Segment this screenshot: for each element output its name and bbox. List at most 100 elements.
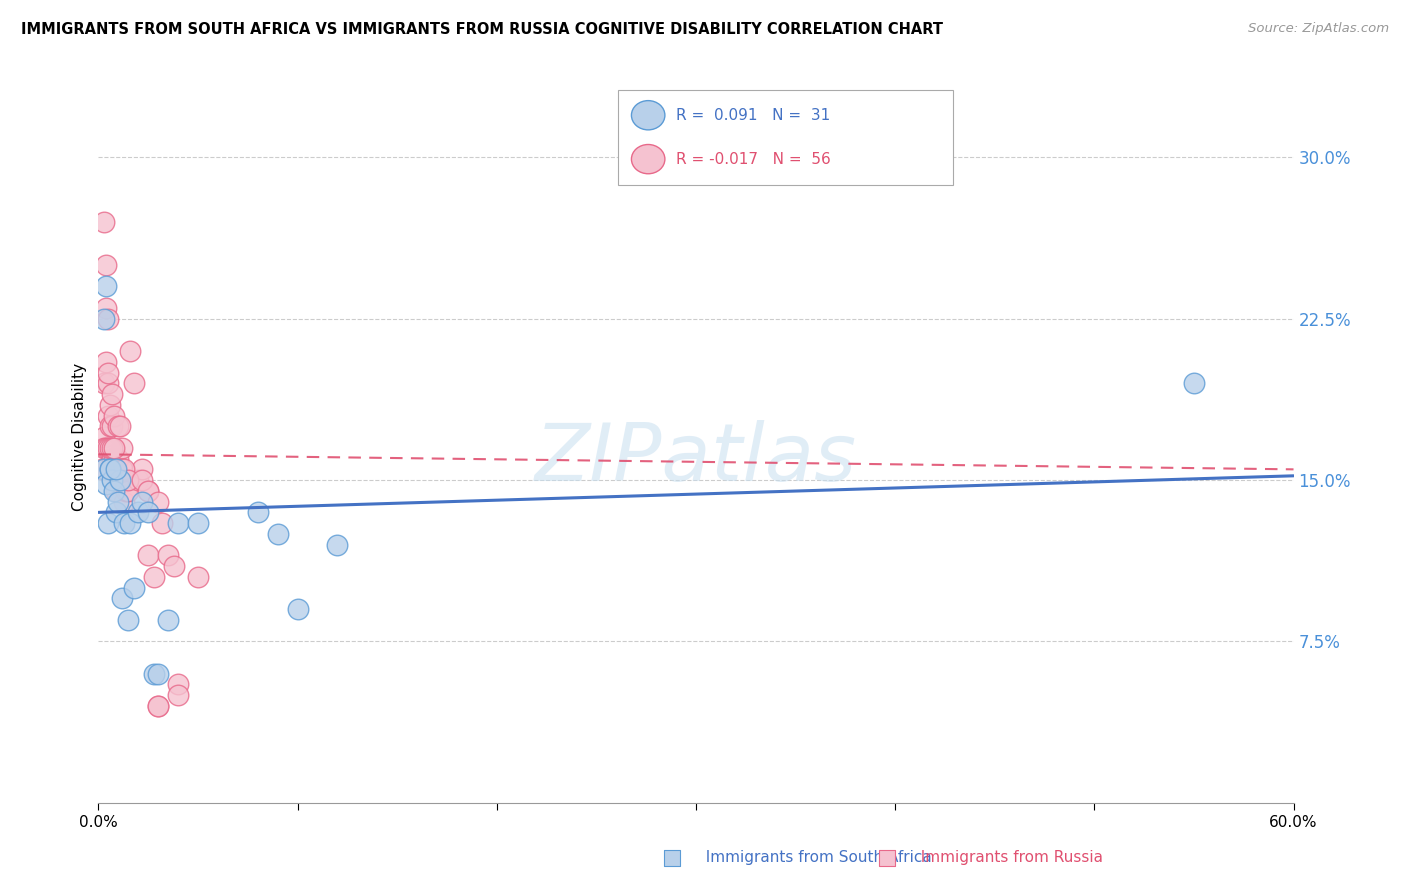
Point xyxy=(110,473,132,487)
Point xyxy=(136,549,159,563)
Point xyxy=(131,462,153,476)
Point xyxy=(97,516,120,530)
Point xyxy=(115,483,138,498)
Text: Immigrants from Russia: Immigrants from Russia xyxy=(911,850,1104,865)
Point xyxy=(117,473,139,487)
Point xyxy=(105,462,128,476)
Point xyxy=(103,441,125,455)
Point xyxy=(103,451,125,466)
Point xyxy=(103,409,125,423)
Point xyxy=(96,441,118,455)
Point xyxy=(148,666,170,681)
Point xyxy=(148,698,170,713)
Point xyxy=(246,505,269,519)
Text: Source: ZipAtlas.com: Source: ZipAtlas.com xyxy=(1249,22,1389,36)
Text: Immigrants from South Africa: Immigrants from South Africa xyxy=(696,850,932,865)
Point xyxy=(157,549,180,563)
Point xyxy=(101,441,124,455)
Point xyxy=(93,462,115,476)
Point xyxy=(105,462,128,476)
Point xyxy=(167,677,190,691)
Point xyxy=(127,505,149,519)
Point xyxy=(97,311,120,326)
Point xyxy=(107,451,129,466)
Point xyxy=(105,505,128,519)
Point xyxy=(97,376,120,391)
Point xyxy=(96,355,118,369)
Point xyxy=(1182,376,1205,391)
Point xyxy=(93,376,115,391)
Point xyxy=(117,613,139,627)
Point xyxy=(112,473,135,487)
Point xyxy=(136,505,159,519)
Point xyxy=(120,516,142,530)
Point xyxy=(98,462,122,476)
Point xyxy=(107,494,129,508)
Point xyxy=(111,441,134,455)
Point xyxy=(98,398,122,412)
Point xyxy=(148,698,170,713)
Point xyxy=(107,473,129,487)
Point xyxy=(101,473,124,487)
Text: R =  0.091   N =  31: R = 0.091 N = 31 xyxy=(676,108,830,123)
Point xyxy=(93,311,115,326)
Text: IMMIGRANTS FROM SOUTH AFRICA VS IMMIGRANTS FROM RUSSIA COGNITIVE DISABILITY CORR: IMMIGRANTS FROM SOUTH AFRICA VS IMMIGRAN… xyxy=(21,22,943,37)
Point xyxy=(96,258,118,272)
Point xyxy=(167,516,190,530)
Point xyxy=(112,516,135,530)
Point xyxy=(131,494,153,508)
Point xyxy=(136,483,159,498)
Point xyxy=(287,602,309,616)
Point xyxy=(101,419,124,434)
Point xyxy=(111,591,134,606)
Point xyxy=(107,419,129,434)
Point xyxy=(91,462,114,476)
Point xyxy=(326,538,349,552)
Point xyxy=(661,851,683,865)
Point xyxy=(97,409,120,423)
Point xyxy=(97,441,120,455)
Point xyxy=(101,387,124,401)
Y-axis label: Cognitive Disability: Cognitive Disability xyxy=(72,363,87,511)
Point xyxy=(98,462,122,476)
Ellipse shape xyxy=(631,101,665,130)
Point xyxy=(111,462,134,476)
FancyBboxPatch shape xyxy=(619,90,953,185)
Point xyxy=(267,527,290,541)
Point xyxy=(98,419,122,434)
Point xyxy=(157,613,180,627)
Point xyxy=(93,430,115,444)
Point xyxy=(101,451,124,466)
Point xyxy=(120,344,142,359)
Point xyxy=(124,581,146,595)
Point xyxy=(97,366,120,380)
Point xyxy=(150,516,173,530)
Text: ZIPatlas: ZIPatlas xyxy=(534,420,858,498)
Point xyxy=(143,570,166,584)
Point xyxy=(96,279,118,293)
Text: R = -0.017   N =  56: R = -0.017 N = 56 xyxy=(676,152,831,167)
Point xyxy=(110,419,132,434)
Point xyxy=(117,483,139,498)
Point xyxy=(103,483,125,498)
Point xyxy=(112,494,135,508)
Point xyxy=(131,473,153,487)
Point xyxy=(143,666,166,681)
Point xyxy=(98,441,122,455)
Point xyxy=(127,473,149,487)
Point xyxy=(136,483,159,498)
Point xyxy=(187,516,209,530)
Point xyxy=(93,215,115,229)
Point xyxy=(96,477,118,491)
Point xyxy=(112,462,135,476)
Point xyxy=(96,301,118,315)
Point xyxy=(163,559,186,574)
Point xyxy=(187,570,209,584)
Point xyxy=(148,494,170,508)
Point xyxy=(105,483,128,498)
Point xyxy=(876,851,898,865)
Point xyxy=(167,688,190,702)
Point xyxy=(93,441,115,455)
Point xyxy=(124,376,146,391)
Ellipse shape xyxy=(631,145,665,174)
